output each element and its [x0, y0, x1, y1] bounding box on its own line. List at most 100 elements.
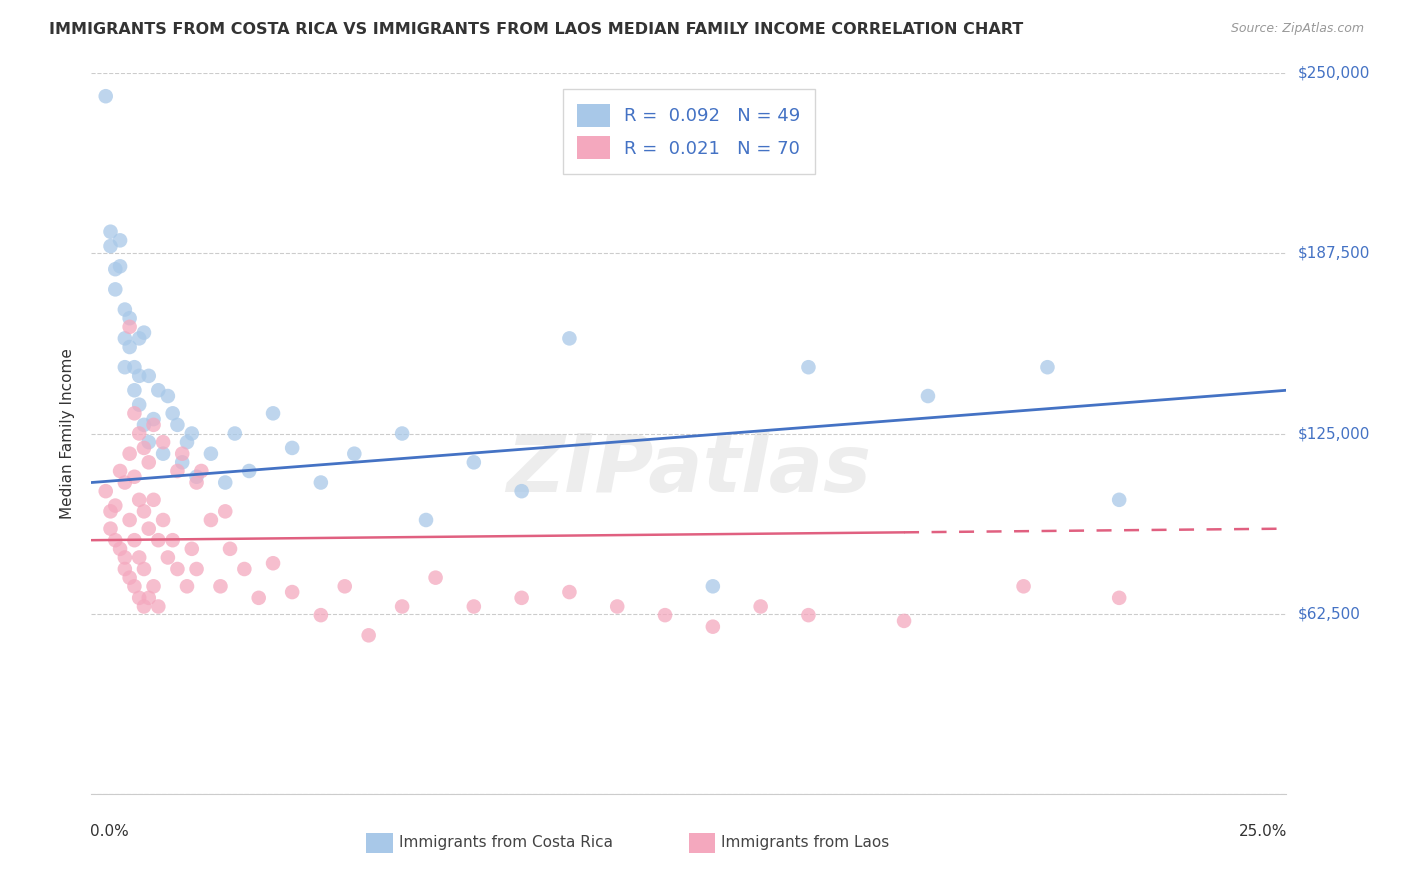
- Point: [1108, 591, 1130, 605]
- Point: [262, 556, 284, 570]
- Text: 25.0%: 25.0%: [1239, 824, 1288, 839]
- Point: [233, 562, 256, 576]
- Point: [104, 262, 127, 277]
- Point: [162, 406, 184, 420]
- Point: [128, 591, 150, 605]
- Point: [463, 455, 485, 469]
- Point: [606, 599, 628, 614]
- Point: [219, 541, 242, 556]
- Point: [128, 368, 150, 383]
- Point: [214, 475, 236, 490]
- Point: [124, 360, 146, 375]
- Point: [128, 331, 150, 345]
- Point: [309, 608, 332, 623]
- Point: [200, 447, 222, 461]
- Point: [558, 585, 581, 599]
- Point: [124, 533, 146, 548]
- Point: [200, 513, 222, 527]
- Point: [118, 311, 141, 326]
- Point: [357, 628, 380, 642]
- Point: [138, 368, 160, 383]
- Point: [138, 435, 160, 450]
- Point: [180, 426, 202, 441]
- Point: [100, 239, 122, 253]
- Point: [391, 426, 413, 441]
- Point: [128, 492, 150, 507]
- Text: IMMIGRANTS FROM COSTA RICA VS IMMIGRANTS FROM LAOS MEDIAN FAMILY INCOME CORRELAT: IMMIGRANTS FROM COSTA RICA VS IMMIGRANTS…: [49, 22, 1024, 37]
- Point: [333, 579, 356, 593]
- Text: $62,500: $62,500: [1298, 607, 1361, 621]
- Point: [114, 475, 136, 490]
- Point: [172, 447, 194, 461]
- Point: [148, 599, 170, 614]
- Point: [104, 533, 127, 548]
- Point: [108, 541, 131, 556]
- Point: [186, 562, 208, 576]
- Point: [108, 464, 131, 478]
- Point: [124, 469, 146, 483]
- Text: ZIPatlas: ZIPatlas: [506, 431, 872, 508]
- Point: [510, 591, 533, 605]
- Point: [148, 533, 170, 548]
- Point: [156, 550, 179, 565]
- Text: Immigrants from Costa Rica: Immigrants from Costa Rica: [398, 836, 613, 850]
- Point: [128, 398, 150, 412]
- Point: [128, 426, 150, 441]
- Point: [152, 513, 174, 527]
- Point: [510, 484, 533, 499]
- Point: [702, 620, 724, 634]
- Point: [391, 599, 413, 614]
- Point: [281, 441, 304, 455]
- Point: [166, 464, 188, 478]
- Point: [104, 499, 127, 513]
- Point: [247, 591, 270, 605]
- Text: Immigrants from Laos: Immigrants from Laos: [721, 836, 890, 850]
- Point: [190, 464, 212, 478]
- Bar: [366, 833, 392, 853]
- Point: [132, 504, 155, 518]
- Point: [142, 417, 165, 432]
- Point: [152, 447, 174, 461]
- Point: [224, 426, 246, 441]
- Y-axis label: Median Family Income: Median Family Income: [60, 348, 76, 519]
- Point: [425, 571, 447, 585]
- Bar: [689, 833, 716, 853]
- Point: [1108, 492, 1130, 507]
- Point: [132, 417, 155, 432]
- Point: [176, 435, 198, 450]
- Point: [166, 562, 188, 576]
- Point: [148, 384, 170, 398]
- Point: [100, 504, 122, 518]
- Text: Source: ZipAtlas.com: Source: ZipAtlas.com: [1230, 22, 1364, 36]
- Point: [209, 579, 232, 593]
- Legend: R =  0.092   N = 49, R =  0.021   N = 70: R = 0.092 N = 49, R = 0.021 N = 70: [562, 89, 815, 174]
- Point: [281, 585, 304, 599]
- Point: [797, 360, 820, 375]
- Point: [142, 492, 165, 507]
- Point: [104, 282, 127, 296]
- Point: [128, 550, 150, 565]
- Text: $250,000: $250,000: [1298, 66, 1369, 80]
- Point: [94, 484, 117, 499]
- Point: [156, 389, 179, 403]
- Point: [118, 513, 141, 527]
- Point: [132, 599, 155, 614]
- Point: [118, 447, 141, 461]
- Point: [114, 331, 136, 345]
- Text: $125,000: $125,000: [1298, 426, 1369, 441]
- Point: [214, 504, 236, 518]
- Point: [1036, 360, 1059, 375]
- Point: [142, 412, 165, 426]
- Text: $187,500: $187,500: [1298, 246, 1369, 260]
- Point: [749, 599, 772, 614]
- Point: [108, 260, 131, 274]
- Point: [118, 340, 141, 354]
- Point: [114, 360, 136, 375]
- Point: [124, 579, 146, 593]
- Point: [238, 464, 260, 478]
- Point: [186, 475, 208, 490]
- Point: [100, 522, 122, 536]
- Point: [138, 522, 160, 536]
- Point: [654, 608, 676, 623]
- Point: [132, 326, 155, 340]
